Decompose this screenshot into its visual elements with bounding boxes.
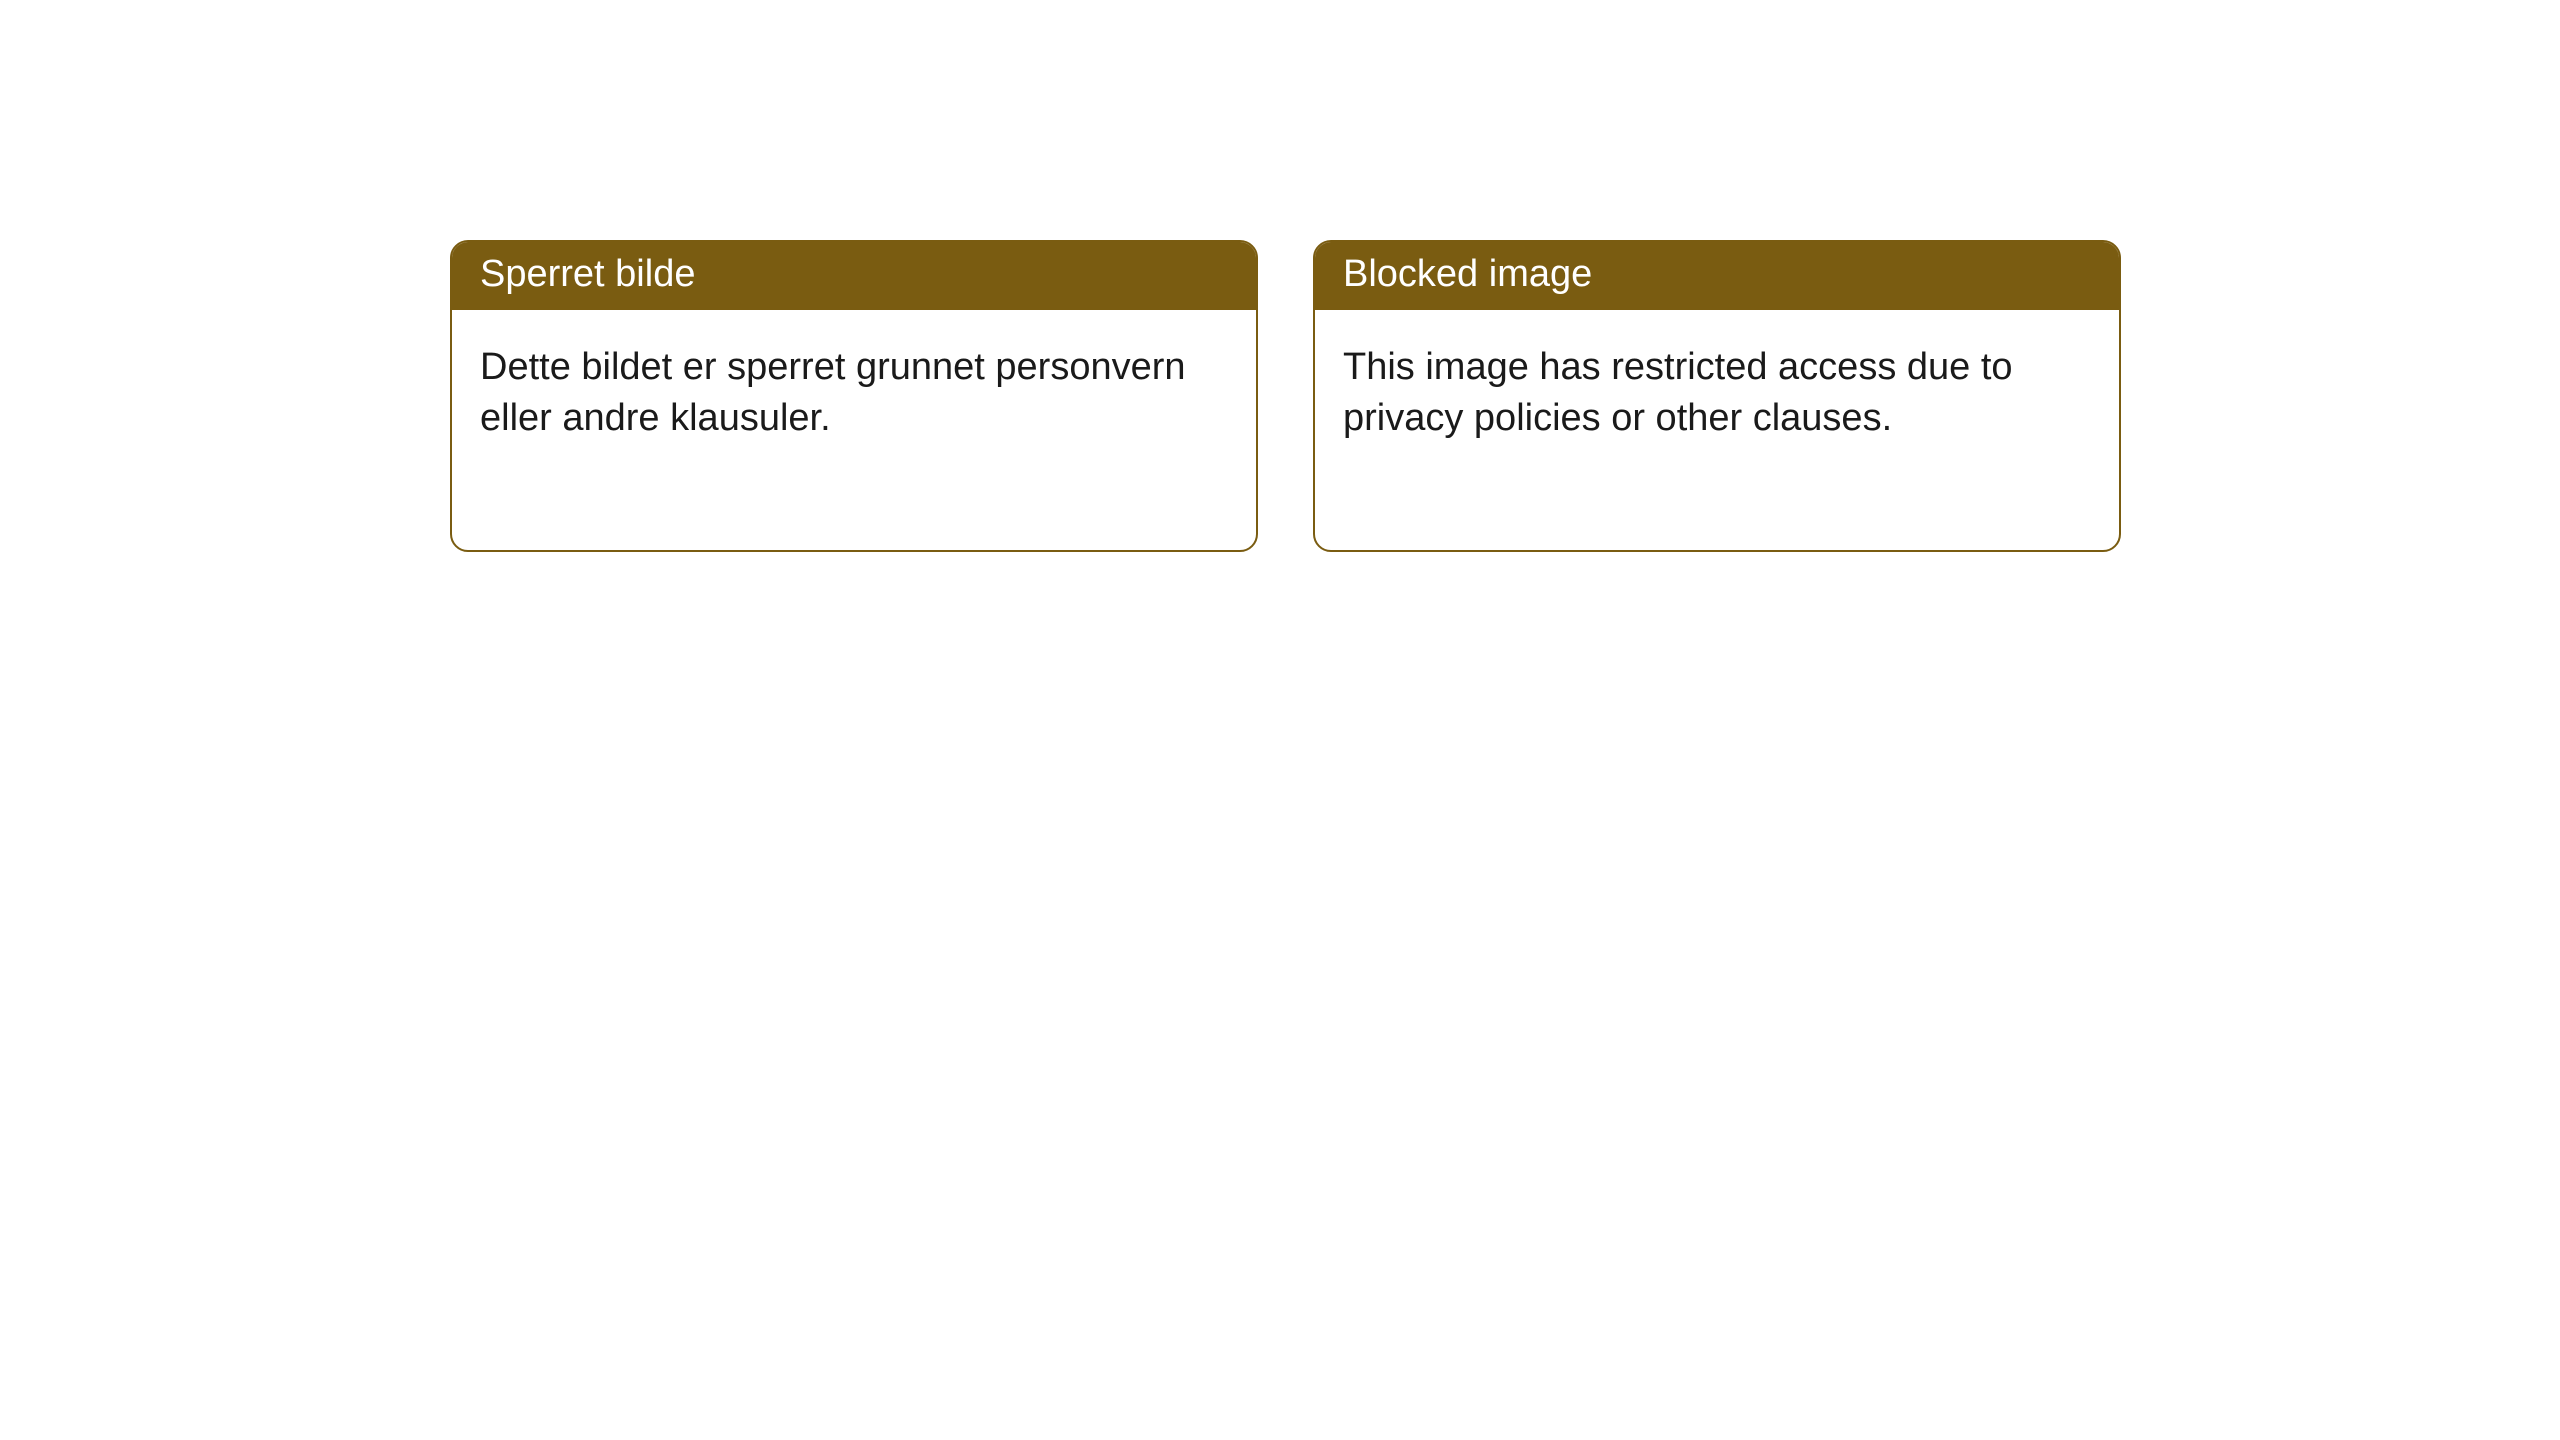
notice-header-english: Blocked image (1315, 242, 2119, 310)
notice-header-norwegian: Sperret bilde (452, 242, 1256, 310)
notice-body-norwegian: Dette bildet er sperret grunnet personve… (452, 310, 1256, 550)
notice-box-english: Blocked image This image has restricted … (1313, 240, 2121, 552)
notice-container: Sperret bilde Dette bildet er sperret gr… (450, 240, 2121, 552)
notice-box-norwegian: Sperret bilde Dette bildet er sperret gr… (450, 240, 1258, 552)
notice-body-english: This image has restricted access due to … (1315, 310, 2119, 550)
